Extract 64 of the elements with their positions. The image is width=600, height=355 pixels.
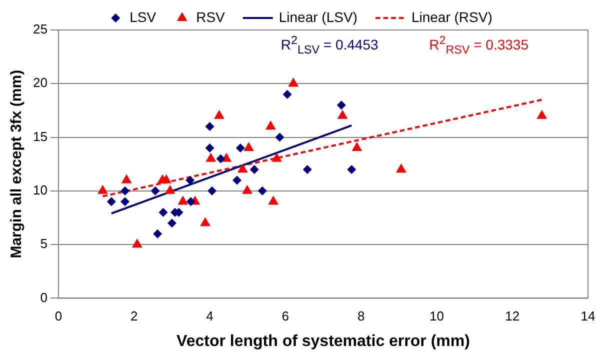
point bbox=[158, 208, 168, 217]
point bbox=[244, 142, 254, 152]
point bbox=[265, 120, 276, 130]
y-tick-label: 5 bbox=[40, 236, 48, 252]
legend-label: Linear (LSV) bbox=[278, 8, 358, 25]
x-tick-label: 8 bbox=[357, 308, 365, 324]
point bbox=[167, 218, 176, 228]
legend-label: Linear (RSV) bbox=[411, 8, 492, 25]
point bbox=[302, 164, 312, 174]
point bbox=[242, 184, 252, 194]
legend-label: LSV bbox=[130, 8, 157, 25]
point bbox=[288, 78, 299, 87]
annotation: R$^{2}$$_{LSV}$ = 0.4453 bbox=[280, 34, 378, 56]
point bbox=[164, 184, 176, 194]
point bbox=[216, 154, 226, 164]
point bbox=[150, 186, 160, 196]
x-axis-title: Vector length of systematic error (mm) bbox=[176, 332, 470, 350]
y-tick-label: 15 bbox=[32, 128, 48, 144]
point bbox=[205, 122, 214, 132]
y-axis-title: Margin all except 3fx (mm) bbox=[8, 70, 26, 258]
point bbox=[206, 152, 216, 162]
point bbox=[282, 90, 292, 99]
point bbox=[200, 217, 210, 226]
point bbox=[153, 229, 162, 238]
y-tick-label: 0 bbox=[40, 290, 48, 305]
point bbox=[352, 142, 362, 152]
point bbox=[161, 174, 172, 184]
point bbox=[121, 174, 132, 184]
annotation: R$^{2}$$_{RSV}$ = 0.3335 bbox=[429, 34, 528, 56]
point bbox=[236, 144, 245, 153]
point bbox=[132, 238, 142, 248]
point bbox=[178, 196, 188, 205]
point bbox=[237, 163, 248, 172]
x-tick-label: 2 bbox=[130, 308, 138, 324]
y-tick-label: 10 bbox=[32, 182, 48, 198]
point bbox=[106, 197, 116, 206]
x-tick-label: 14 bbox=[580, 308, 596, 324]
x-tick-label: 4 bbox=[206, 308, 214, 324]
point bbox=[272, 152, 282, 162]
point bbox=[336, 100, 346, 110]
point bbox=[186, 176, 195, 185]
legend-label: RSV bbox=[196, 8, 226, 25]
x-tick-label: 10 bbox=[429, 308, 444, 324]
point bbox=[120, 197, 130, 206]
point bbox=[232, 176, 242, 185]
point bbox=[186, 197, 196, 206]
point bbox=[208, 186, 217, 196]
x-tick-label: 6 bbox=[282, 308, 290, 324]
point bbox=[275, 132, 284, 142]
y-tick-label: 25 bbox=[32, 22, 48, 37]
point bbox=[347, 164, 356, 174]
point bbox=[268, 196, 278, 205]
point bbox=[214, 110, 224, 119]
point bbox=[120, 186, 130, 196]
point bbox=[98, 184, 108, 194]
point bbox=[205, 144, 214, 153]
point bbox=[250, 164, 259, 174]
point bbox=[258, 186, 267, 196]
x-tick-label: 12 bbox=[505, 308, 520, 324]
point bbox=[536, 110, 548, 119]
y-tick-label: 20 bbox=[32, 75, 48, 90]
x-tick-label: 0 bbox=[54, 308, 62, 324]
point bbox=[337, 110, 348, 119]
point bbox=[396, 163, 406, 172]
